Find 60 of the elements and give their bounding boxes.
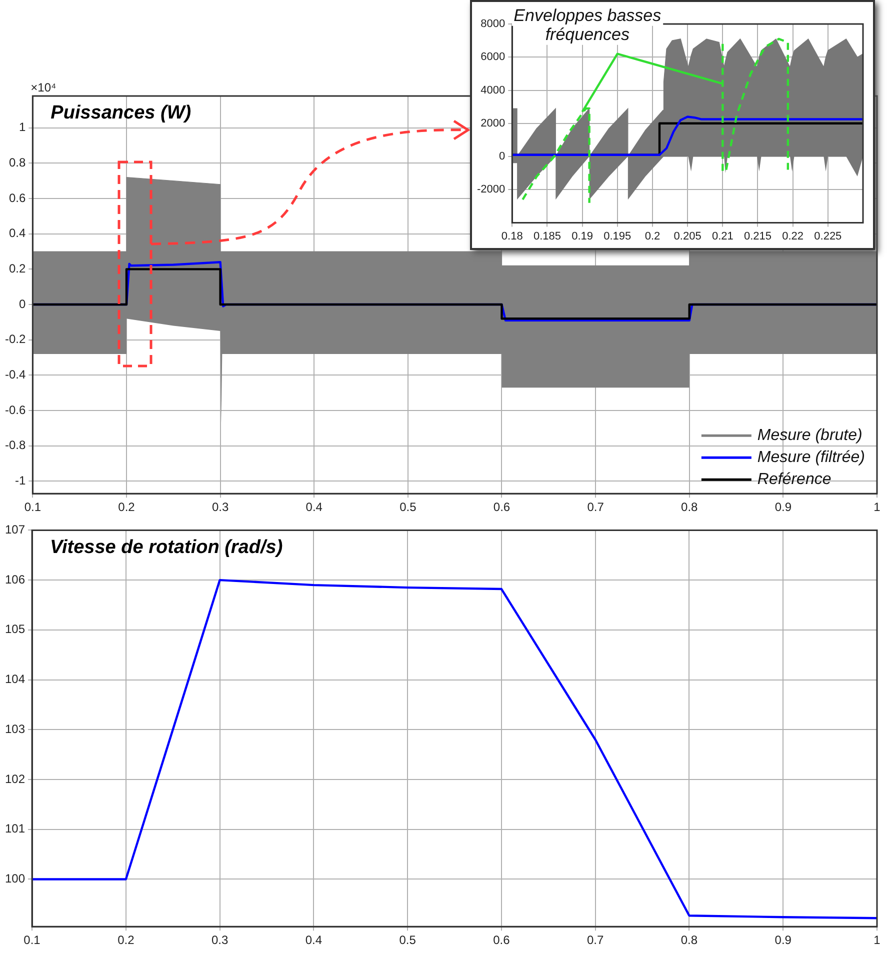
x-tick-label: 0.8: [681, 500, 698, 514]
x-tick-label: 0.2: [118, 500, 136, 514]
y-tick-label: 0.2: [8, 261, 26, 276]
y-tick-label: -0.4: [4, 368, 26, 382]
y-tick-label: -0.2: [4, 332, 26, 346]
x-tick-label: 0.21: [712, 230, 734, 242]
y-tick-label: -0.8: [4, 438, 26, 452]
y-tick-label: 0.6: [8, 190, 26, 205]
annotation: Enveloppes basses fréquences: [514, 6, 662, 44]
chart-title: Vitesse de rotation (rad/s): [50, 536, 283, 558]
x-tick-label: 0.8: [680, 933, 698, 948]
y-tick-label: 0: [499, 150, 506, 163]
y-tick-label: -2000: [476, 184, 506, 196]
x-tick-label: 0.215: [744, 230, 772, 242]
x-tick-label: 0.195: [604, 230, 632, 242]
chart-title: Puissances (W): [50, 102, 192, 124]
y-tick-label: 0: [18, 296, 26, 311]
x-tick-label: 0.7: [587, 500, 604, 514]
y-tick-label: 0.8: [8, 155, 26, 170]
x-tick-label: 1: [874, 933, 881, 948]
y-tick-label: 4000: [480, 84, 506, 96]
y-tick-label: 6000: [480, 51, 506, 64]
x-tick-label: 0.19: [572, 230, 594, 242]
legend-label: Reférence: [757, 471, 832, 488]
y-tick-label: 104: [4, 672, 26, 686]
legend-label: Mesure (brute): [757, 427, 862, 444]
y-tick-label: 1: [18, 120, 26, 134]
y-tick-label: 100: [4, 872, 26, 886]
y-tick-label: 105: [4, 622, 26, 636]
y-tick-label: 107: [4, 522, 26, 537]
text: ×10⁴: [30, 80, 56, 94]
x-tick-label: 0.4: [306, 500, 323, 514]
line-series: [725, 38, 790, 171]
y-tick-label: 2000: [480, 117, 506, 130]
x-tick-label: 0.5: [399, 933, 416, 948]
x-tick-label: 0.185: [533, 230, 561, 242]
y-tick-label: 8000: [480, 18, 506, 30]
x-tick-label: 0.7: [586, 933, 604, 948]
x-tick-label: 0.9: [774, 933, 792, 948]
x-tick-label: 0.18: [501, 230, 523, 242]
y-tick-label: -0.6: [4, 402, 26, 417]
x-tick-label: 0.2: [118, 933, 135, 948]
x-tick-label: 0.2: [644, 230, 660, 242]
x-tick-label: 0.3: [211, 933, 228, 948]
x-tick-label: 0.3: [212, 500, 229, 514]
x-tick-label: 0.4: [305, 933, 322, 948]
legend-label: Mesure (filtrée): [757, 449, 865, 466]
y-tick-label: 101: [4, 822, 26, 836]
x-tick-label: 0.9: [774, 500, 792, 514]
x-tick-label: 0.22: [782, 230, 804, 242]
x-tick-label: 0.1: [24, 933, 41, 948]
y-tick-label: 102: [4, 772, 26, 786]
y-tick-label: 103: [4, 722, 26, 736]
x-tick-label: 1: [874, 500, 881, 514]
x-tick-label: 0.205: [674, 230, 702, 242]
y-tick-label: -1: [15, 474, 26, 488]
y-tick-label: 106: [4, 572, 26, 586]
x-tick-label: 0.1: [24, 500, 42, 514]
x-tick-label: 0.5: [400, 500, 417, 514]
x-tick-label: 0.225: [814, 230, 842, 242]
